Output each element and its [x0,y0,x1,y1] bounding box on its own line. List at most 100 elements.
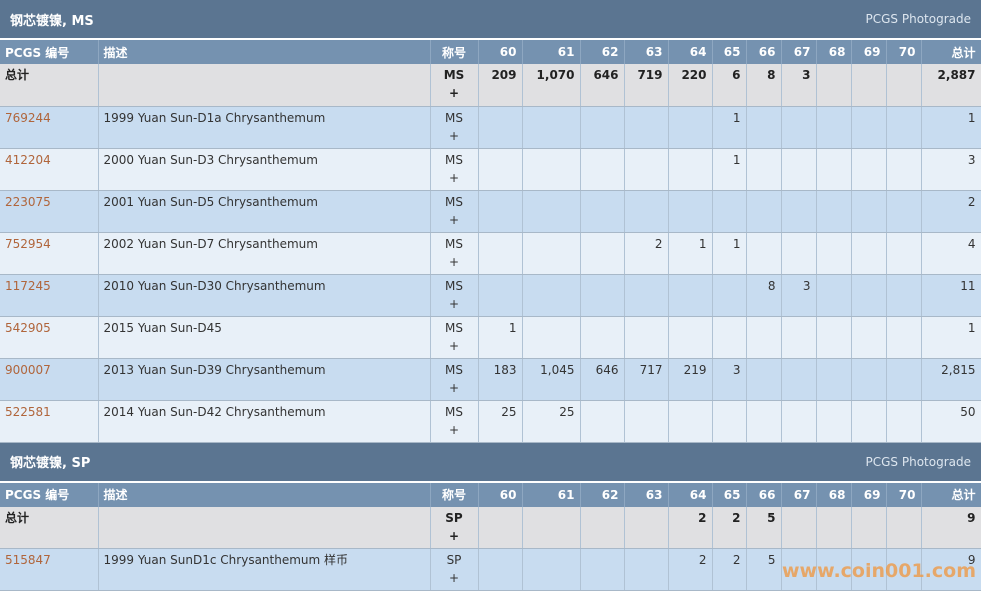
count-cell [624,548,669,591]
column-header: PCGS 编号 [0,40,99,64]
designation: SP [446,553,462,567]
designation: MS [445,236,463,251]
count-cell [816,506,852,549]
count-cell: 719 [624,64,669,107]
count-cell [746,106,782,149]
plus: + [448,380,460,395]
pcgs-number[interactable]: 522581 [5,404,51,419]
count-cell [851,316,887,359]
total-row: 总计 SP +2 2 5 9 [0,506,981,549]
count-cell [746,148,782,191]
column-header: 68 [816,482,852,507]
count-cell [580,274,625,317]
pcgs-number[interactable]: 117245 [5,278,51,293]
section-title: 钢芯镀镍, SP [10,456,91,471]
count-cell [522,548,581,591]
count-cell [816,316,852,359]
count-cell [478,148,523,191]
count-cell [522,148,581,191]
count-cell [712,316,747,359]
pcgs-number[interactable]: 223075 [5,194,51,209]
count-cell: 6 [712,64,747,107]
designation-cell: SP + [430,548,479,591]
count-cell [886,148,922,191]
count-cell [816,548,852,591]
count-cell: 5 [746,548,782,591]
photograde-link[interactable]: PCGS Photograde [865,454,971,469]
count-cell: 1 [712,106,747,149]
count-cell [816,190,852,233]
designation: MS [445,152,463,167]
column-header: 称号 [430,40,479,64]
count-cell: 2 [624,232,669,275]
total-cell: 9 [921,506,981,549]
designation-cell: MS + [430,274,479,317]
count-cell [886,106,922,149]
count-cell [851,358,887,401]
count-cell [624,316,669,359]
count-cell: 209 [478,64,523,107]
column-header: 63 [624,40,669,64]
count-cell [781,316,817,359]
column-header: 61 [522,482,581,507]
count-cell: 220 [668,64,713,107]
count-cell: 1,045 [522,358,581,401]
pcgs-number[interactable]: 515847 [5,553,51,567]
pcgs-number[interactable]: 752954 [5,236,51,251]
count-cell: 1 [478,316,523,359]
coin-row: 412204 2000 Yuan Sun-D3 Chrysanthemum MS +1… [0,148,981,191]
designation: MS [445,362,463,377]
designation: MS [443,68,465,82]
count-cell [816,148,852,191]
designation-cell: SP + [430,506,479,549]
count-cell [712,274,747,317]
total-cell: 2,815 [921,358,981,401]
count-cell [781,358,817,401]
pcgs-number[interactable]: 542905 [5,320,51,335]
designation: MS [445,194,463,209]
pcgs-number[interactable]: 769244 [5,110,51,125]
count-cell [781,400,817,443]
count-cell: 2 [712,506,747,549]
coin-row: 752954 2002 Yuan Sun-D7 Chrysanthemum MS + 2… [0,232,981,275]
description-cell: 2010 Yuan Sun-D30 Chrysanthemum [98,274,431,317]
count-cell [478,548,523,591]
count-cell: 2 [712,548,747,591]
description-cell: 2002 Yuan Sun-D7 Chrysanthemum [98,232,431,275]
population-table: PCGS 编号 描述 称号 60 61 62 63 64 65 66 67 68 69 70 总计 总计 SP +… [0,482,981,591]
count-cell [478,274,523,317]
count-cell: 3 [712,358,747,401]
column-header: PCGS 编号 [0,482,99,507]
id-cell: 515847 [0,548,99,591]
count-cell [580,316,625,359]
count-cell [851,106,887,149]
column-header: 67 [781,40,817,64]
total-cell: 3 [921,148,981,191]
plus: + [448,212,460,227]
column-header: 60 [478,40,523,64]
count-cell [478,106,523,149]
count-cell [851,64,887,107]
count-cell: 25 [522,400,581,443]
count-cell: 1 [668,232,713,275]
count-cell [668,148,713,191]
count-cell: 8 [746,64,782,107]
count-cell: 3 [781,64,817,107]
photograde-link[interactable]: PCGS Photograde [865,12,971,26]
designation-cell: MS + [430,358,479,401]
header-row: PCGS 编号 描述 称号 60 61 62 63 64 65 66 67 68 69 70 总计 [0,482,981,507]
count-cell [851,274,887,317]
count-cell [522,506,581,549]
description-cell: 2001 Yuan Sun-D5 Chrysanthemum [98,190,431,233]
designation-cell: MS + [430,148,479,191]
pcgs-number[interactable]: 412204 [5,152,51,167]
column-header: 称号 [430,482,479,507]
plus: + [448,571,460,585]
pcgs-number[interactable]: 900007 [5,362,51,377]
count-cell [816,274,852,317]
plus: + [448,170,460,185]
designation-cell: MS + [430,232,479,275]
column-header: 65 [712,40,747,64]
